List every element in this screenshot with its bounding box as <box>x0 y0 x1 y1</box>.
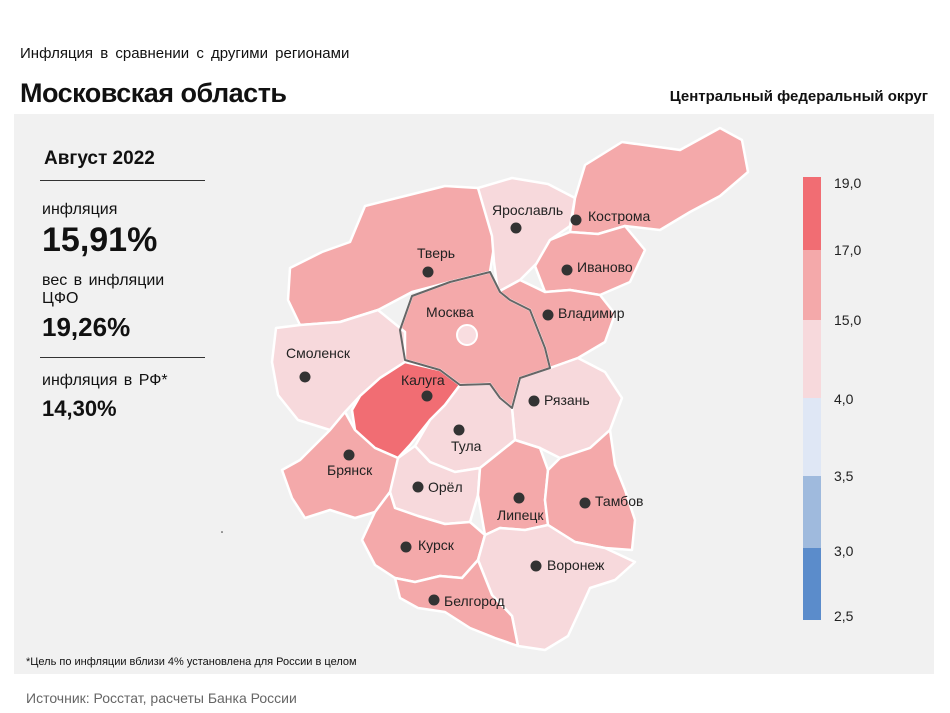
legend-tick-4: 4,0 <box>834 391 854 407</box>
city-label-belgorod: Белгород <box>444 593 505 609</box>
city-label-tula: Тула <box>451 438 482 454</box>
city-dot-vladimir <box>542 309 554 321</box>
rf-inflation-label: инфляция в РФ* <box>42 372 168 389</box>
legend-bin-17-19 <box>803 177 821 250</box>
city-dot-kaluga <box>421 390 433 402</box>
city-label-tambov: Тамбов <box>595 493 643 509</box>
region-tver[interactable] <box>286 184 497 327</box>
legend-bin-2.5-3 <box>803 548 821 620</box>
city-dot-lipetsk <box>513 492 525 504</box>
rf-inflation-value: 14,30% <box>42 396 117 421</box>
legend-tick-3: 3,0 <box>834 543 854 559</box>
city-label-moskva: Москва <box>426 304 474 320</box>
city-dot-bryansk <box>343 449 355 461</box>
city-label-tver: Тверь <box>417 245 455 261</box>
legend-bin-4-15 <box>803 320 821 398</box>
footnote: *Цель по инфляции вблизи 4% установлена … <box>26 656 357 668</box>
legend-tick-3.5: 3,5 <box>834 468 854 484</box>
city-dot-yaroslavl <box>510 222 522 234</box>
city-dot-tver <box>422 266 434 278</box>
divider <box>40 180 205 181</box>
city-dot-tula <box>453 424 465 436</box>
moscow-city-marker <box>456 324 478 346</box>
legend-bin-3.5-4 <box>803 398 821 476</box>
city-markers: Тверь Ярославль Кострома Иваново Владими… <box>286 202 651 609</box>
source-note: Источник: Росстат, расчеты Банка России <box>26 690 297 706</box>
weight-value: 19,26% <box>42 312 131 342</box>
info-block: Август 2022 инфляция 15,91% вес в инфляц… <box>40 148 205 422</box>
period-label: Август 2022 <box>44 148 155 169</box>
city-label-ivanovo: Иваново <box>577 259 633 275</box>
city-label-kostroma: Кострома <box>588 208 651 224</box>
page-title: Московская область <box>20 78 287 108</box>
legend-tick-17: 17,0 <box>834 242 861 258</box>
city-dot-belgorod <box>428 594 440 606</box>
city-label-vladimir: Владимир <box>558 305 625 321</box>
city-dot-kursk <box>400 541 412 553</box>
stray-dot <box>221 531 223 533</box>
inflation-value: 15,91% <box>42 221 158 259</box>
city-label-voronezh: Воронеж <box>547 557 605 573</box>
highlight-outline <box>399 271 551 409</box>
region-belgorod[interactable] <box>393 558 520 648</box>
divider <box>40 357 205 358</box>
city-label-orel: Орёл <box>428 479 463 495</box>
city-dot-tambov <box>579 497 591 509</box>
city-dot-voronezh <box>530 560 542 572</box>
city-dot-smolensk <box>299 371 311 383</box>
weight-label: вес в инфляции ЦФО <box>42 272 165 307</box>
city-dot-ryazan <box>528 395 540 407</box>
legend-bin-15-17 <box>803 250 821 320</box>
region-ivanovo[interactable] <box>533 224 647 297</box>
city-label-kaluga: Калуга <box>401 372 445 388</box>
legend-bin-3-3.5 <box>803 476 821 548</box>
district-label: Центральный федеральный округ <box>669 88 928 105</box>
city-dot-ivanovo <box>561 264 573 276</box>
city-label-lipetsk: Липецк <box>497 507 544 523</box>
city-label-bryansk: Брянск <box>327 462 373 478</box>
city-label-yaroslavl: Ярославль <box>492 202 563 218</box>
city-label-smolensk: Смоленск <box>286 345 351 361</box>
city-label-ryazan: Рязань <box>544 392 590 408</box>
inflation-label: инфляция <box>42 201 118 218</box>
city-dot-kostroma <box>570 214 582 226</box>
legend-tick-2.5: 2,5 <box>834 608 854 624</box>
city-dot-orel <box>412 481 424 493</box>
city-label-kursk: Курск <box>418 537 455 553</box>
legend-tick-15: 15,0 <box>834 312 861 328</box>
legend-tick-19: 19,0 <box>834 175 861 191</box>
legend: 19,0 17,0 15,0 4,0 3,5 3,0 2,5 <box>803 175 861 624</box>
subtitle: Инфляция в сравнении с другими регионами <box>20 45 350 62</box>
